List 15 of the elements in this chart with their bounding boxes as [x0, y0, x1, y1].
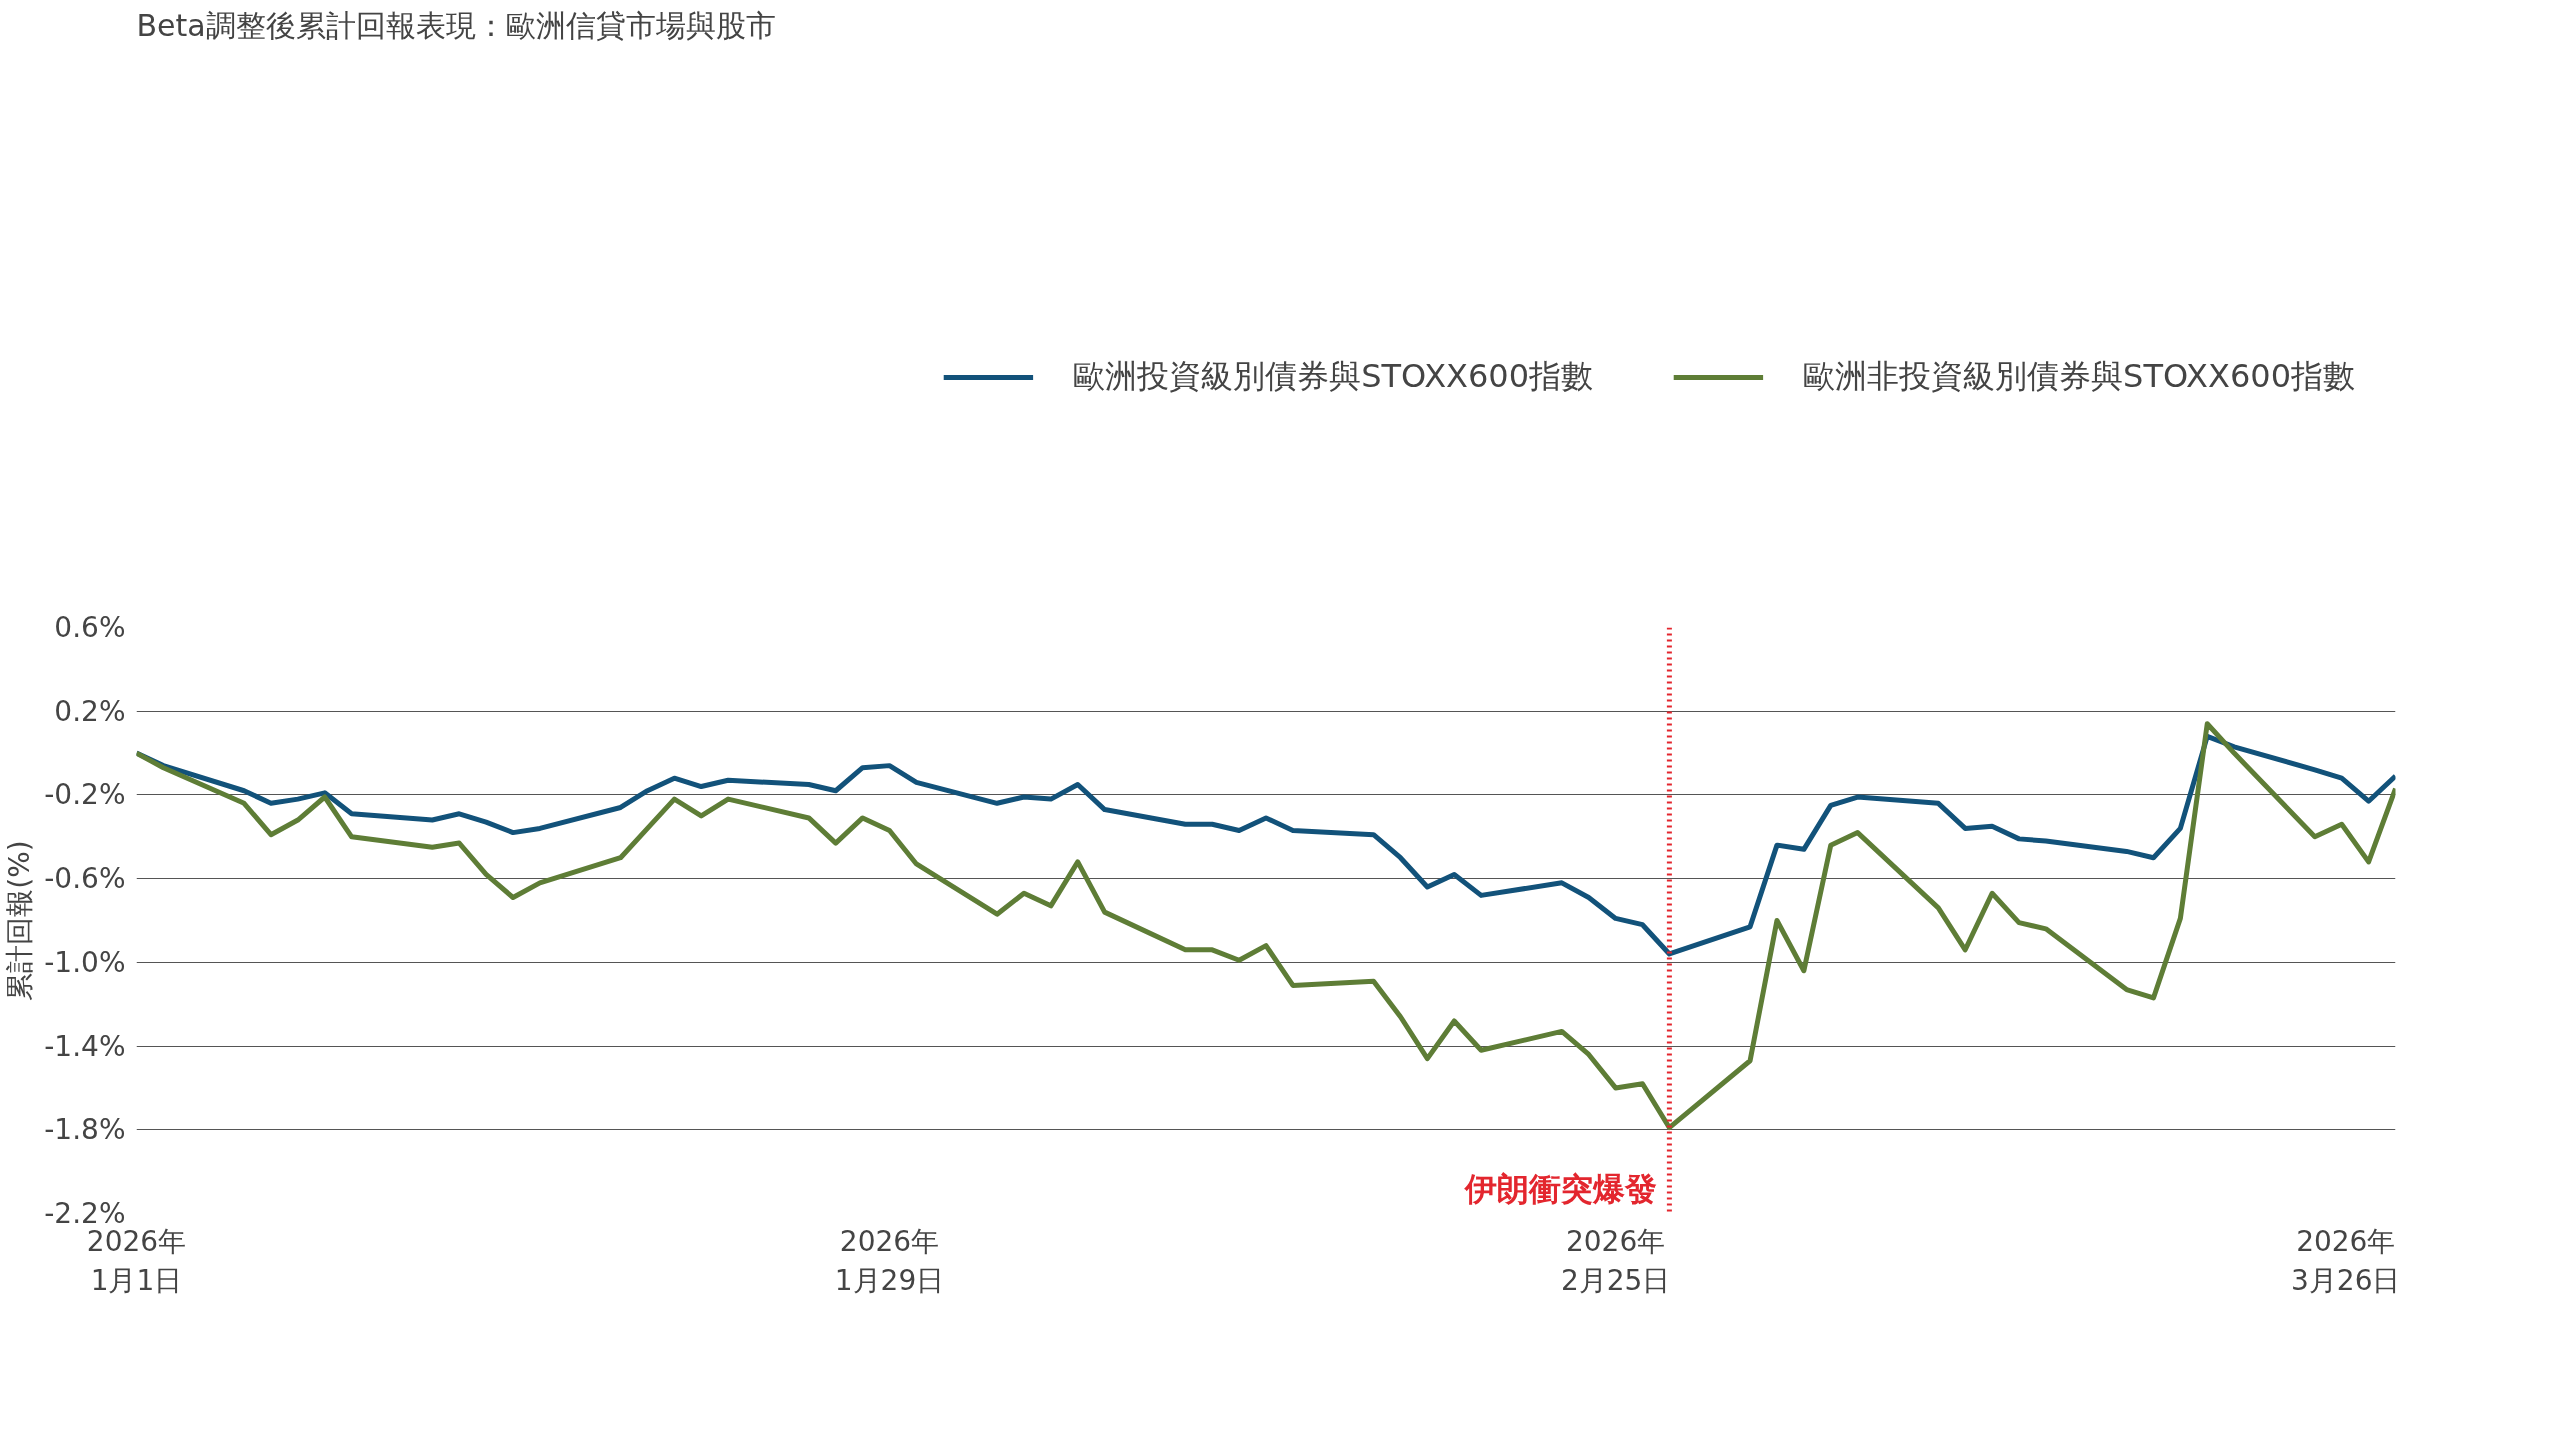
y-tick-label: 0.2%: [54, 694, 126, 728]
y-axis-title: 累計回報(%): [3, 840, 37, 1001]
y-tick-label: -0.2%: [44, 778, 126, 812]
x-tick-label: 2026年 3月26日: [2291, 1224, 2401, 1298]
y-tick-label: -1.4%: [44, 1029, 126, 1063]
y-tick-label: -0.6%: [44, 862, 126, 896]
chart-title: Beta調整後累計回報表現：歐洲信貸市場與股市: [136, 7, 776, 43]
y-tick-label: -1.0%: [44, 945, 126, 979]
x-tick-label: 2026年 2月25日: [1560, 1224, 1671, 1298]
legend-label: 歐洲投資級別債券與STOXX600指數: [1073, 356, 1594, 397]
y-tick-label: 0.6%: [54, 611, 126, 644]
ref-line-label: 伊朗衝突爆發: [1464, 1169, 1658, 1208]
y-tick-label: -1.8%: [44, 1113, 126, 1147]
legend-label: 歐洲非投資級別債券與STOXX600指數: [1803, 356, 2355, 397]
x-tick-label: 2026年 1月29日: [834, 1224, 945, 1298]
